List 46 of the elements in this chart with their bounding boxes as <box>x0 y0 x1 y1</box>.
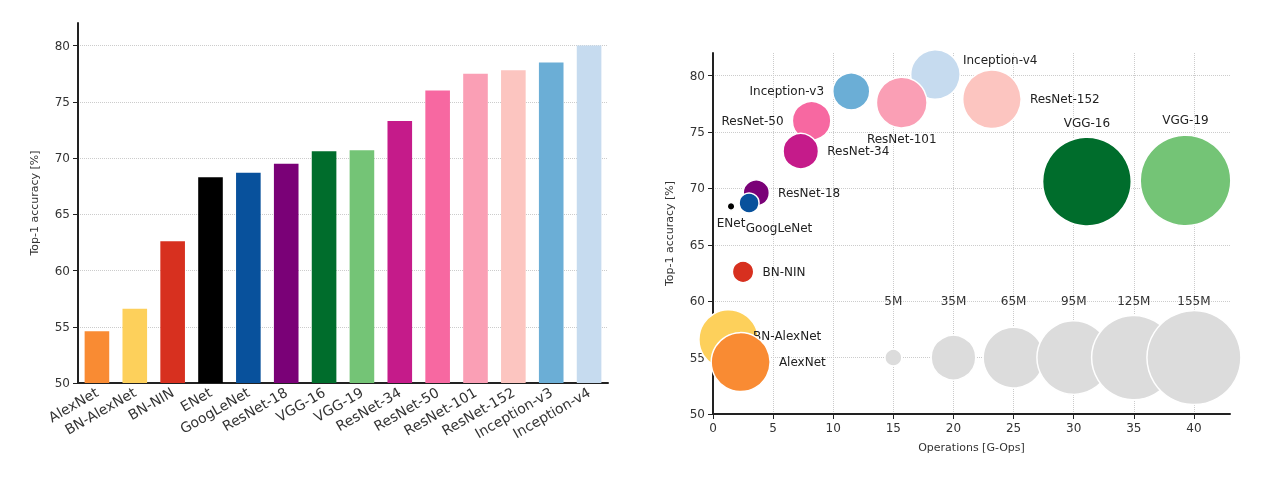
legend-label: 35M <box>940 294 967 309</box>
legend-label: 155M <box>1177 294 1211 309</box>
series-label: ResNet-18 <box>778 185 841 200</box>
x-tick-label: 0 <box>709 421 717 435</box>
x-tick-label: 15 <box>885 421 901 435</box>
x-tick-label: 30 <box>1066 421 1082 435</box>
series-label: ResNet-34 <box>827 144 890 159</box>
series-label: AlexNet <box>778 355 827 370</box>
y-tick-label: 75 <box>54 94 70 109</box>
x-axis-title: Operations [G-Ops] <box>918 441 1025 454</box>
legend-label: 5M <box>884 294 903 309</box>
y-axis-title: Top-1 accuracy [%] <box>28 150 41 257</box>
x-tick-label: 5 <box>769 421 777 435</box>
y-tick-label: 60 <box>54 263 70 278</box>
y-tick-label: 70 <box>54 151 70 165</box>
legend-label: 65M <box>1000 294 1027 309</box>
y-tick-label: 65 <box>689 237 705 252</box>
series-label: Inception-v4 <box>962 53 1038 68</box>
x-tick-label: 20 <box>945 421 962 435</box>
y-tick-label: 65 <box>54 207 70 222</box>
y-tick-label: 80 <box>54 38 70 53</box>
series-label: Inception-v3 <box>749 84 825 99</box>
y-axis-title: Top-1 accuracy [%] <box>663 180 676 288</box>
series-label: ResNet-101 <box>866 131 937 146</box>
y-tick-label: 80 <box>689 68 705 83</box>
y-tick-label: 55 <box>54 319 70 334</box>
series-label: ResNet-50 <box>721 113 784 128</box>
y-tick-label: 50 <box>689 407 705 421</box>
series-label: ENet <box>716 215 746 230</box>
legend-label: 95M <box>1060 294 1087 309</box>
y-tick-label: 60 <box>689 294 705 309</box>
y-tick-label: 75 <box>689 124 705 139</box>
series-label: ResNet-152 <box>1029 92 1100 107</box>
x-tick-label: 10 <box>825 421 841 435</box>
x-tick-label: 25 <box>1005 421 1022 435</box>
y-tick-label: 70 <box>689 181 705 196</box>
y-tick-label: 55 <box>689 350 705 365</box>
y-tick-label: 50 <box>54 376 70 390</box>
series-label: GoogLeNet <box>745 220 813 235</box>
series-label: BN-NIN <box>762 264 806 279</box>
series-label: BN-AlexNet <box>753 328 822 343</box>
series-label: VGG-19 <box>1162 113 1209 128</box>
x-tick-label: 40 <box>1186 421 1202 435</box>
series-label: VGG-16 <box>1063 115 1111 130</box>
legend-label: 125M <box>1117 294 1151 309</box>
x-tick-label: 35 <box>1126 421 1142 435</box>
